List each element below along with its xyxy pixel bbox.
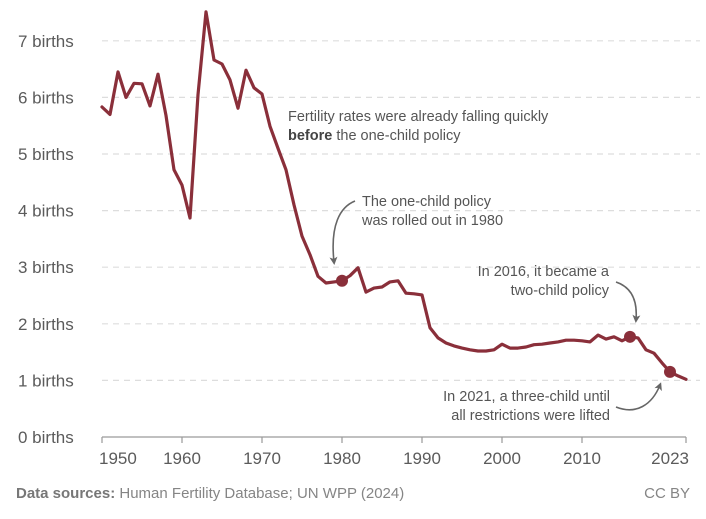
- x-tick-label: 2023: [651, 449, 689, 468]
- arrow-icon: [615, 281, 641, 323]
- y-axis: 0 births 1 births 2 births 3 births 4 births…: [18, 32, 74, 447]
- y-tick-label: 2 births: [18, 315, 74, 334]
- y-tick-label: 3 births: [18, 258, 74, 277]
- annotation-text: In 2021, a three-child until: [443, 389, 610, 405]
- x-tick-label: 2000: [483, 449, 521, 468]
- y-tick-label: 7 births: [18, 32, 74, 51]
- annotations: Fertility rates were already falling qui…: [288, 109, 662, 424]
- series: [100, 10, 688, 381]
- y-tick-label: 5 births: [18, 145, 74, 164]
- annotation-text: before: [288, 128, 332, 144]
- x-tick-label: 1960: [163, 449, 201, 468]
- x-tick-label: 1950: [99, 449, 137, 468]
- annotation-three-child: In 2021, a three-child until all restrict…: [443, 389, 610, 424]
- annotation-text: Fertility rates were already falling qui…: [288, 109, 549, 125]
- x-tick-label: 2010: [563, 449, 601, 468]
- y-tick-label: 4 births: [18, 202, 74, 221]
- x-tick-label: 1970: [243, 449, 281, 468]
- y-tick-label: 0 births: [18, 428, 74, 447]
- arrow-icon: [615, 382, 662, 411]
- highlight-point-2021: [664, 365, 676, 378]
- x-tick-label: 1980: [323, 449, 361, 468]
- data-sources-label: Data sources:: [16, 485, 116, 502]
- highlight-point-1980: [336, 274, 348, 287]
- y-tick-label: 6 births: [18, 88, 74, 107]
- annotation-text: all restrictions were lifted: [451, 408, 610, 424]
- annotation-text: In 2016, it became a: [478, 264, 610, 280]
- license-label: CC BY: [644, 485, 690, 502]
- series-line: [100, 10, 688, 381]
- highlight-point-2016: [624, 330, 636, 343]
- x-axis: 1950 1960 1970 1980 1990 2000 2010 2023: [99, 436, 689, 468]
- fertility-chart: 0 births 1 births 2 births 3 births 4 births…: [18, 10, 700, 468]
- annotation-text: was rolled out in 1980: [361, 213, 503, 229]
- annotation-text: The one-child policy: [362, 194, 492, 210]
- annotation-text: the one-child policy: [332, 128, 461, 144]
- annotation-one-child: The one-child policy was rolled out in 19…: [361, 194, 503, 229]
- annotation-pre-policy: Fertility rates were already falling qui…: [288, 109, 549, 144]
- data-sources-text: Human Fertility Database; UN WPP (2024): [115, 485, 405, 502]
- annotation-text: two-child policy: [511, 283, 610, 299]
- data-sources: Data sources: Human Fertility Database; …: [16, 485, 404, 502]
- annotation-two-child: In 2016, it became a two-child policy: [478, 264, 610, 299]
- arrow-icon: [329, 200, 356, 265]
- y-tick-label: 1 births: [18, 371, 74, 390]
- x-tick-label: 1990: [403, 449, 441, 468]
